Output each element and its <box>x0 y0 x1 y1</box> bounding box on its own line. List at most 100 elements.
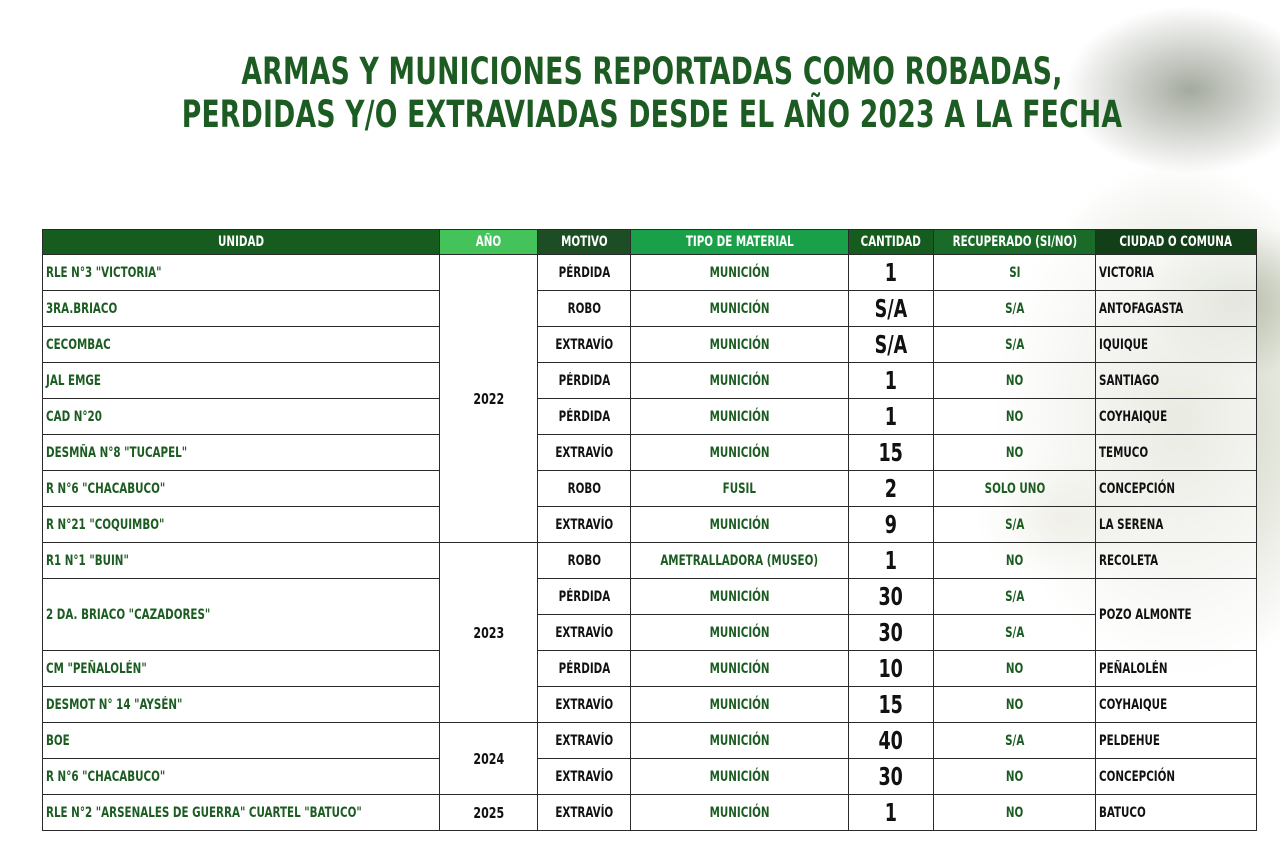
cell-year-2025: 2025 <box>439 794 538 831</box>
cell-tipo: MUNICIÓN <box>630 254 849 291</box>
cell-unidad: CAD N°20 <box>42 398 440 435</box>
table-row: DESMÑA N°8 "TUCAPEL" EXTRAVÍO MUNICIÓN 1… <box>42 434 1257 471</box>
cell-ciudad: TEMUCO <box>1095 434 1257 471</box>
cell-ciudad: IQUIQUE <box>1095 326 1257 363</box>
cell-motivo: ROBO <box>537 290 631 327</box>
cell-year-2023: 2023 <box>439 542 538 723</box>
cell-ciudad: LA SERENA <box>1095 506 1257 543</box>
header-anio: AÑO <box>439 229 538 255</box>
cell-cantidad: 30 <box>848 758 934 795</box>
cell-cantidad: 30 <box>848 578 934 615</box>
cell-year-2024: 2024 <box>439 722 538 795</box>
cell-tipo: MUNICIÓN <box>630 578 849 615</box>
cell-motivo: PÉRDIDA <box>537 578 631 615</box>
cell-motivo: EXTRAVÍO <box>537 686 631 723</box>
cell-ciudad: BATUCO <box>1095 794 1257 831</box>
cell-tipo: MUNICIÓN <box>630 650 849 687</box>
table-row: 3RA.BRIACO ROBO MUNICIÓN S/A S/A ANTOFAG… <box>42 290 1257 327</box>
cell-recuperado: SOLO UNO <box>933 470 1096 507</box>
cell-unidad: CECOMBAC <box>42 326 440 363</box>
cell-tipo: MUNICIÓN <box>630 326 849 363</box>
cell-unidad: R N°6 "CHACABUCO" <box>42 758 440 795</box>
cell-recuperado: NO <box>933 542 1096 579</box>
table-row: R N°6 "CHACABUCO" EXTRAVÍO MUNICIÓN 30 N… <box>42 758 1257 795</box>
table-row: R N°6 "CHACABUCO" ROBO FUSIL 2 SOLO UNO … <box>42 470 1257 507</box>
cell-recuperado: NO <box>933 686 1096 723</box>
cell-recuperado: S/A <box>933 722 1096 759</box>
cell-cantidad: 30 <box>848 614 934 651</box>
table-row: EXTRAVÍO MUNICIÓN 30 S/A <box>43 614 1257 651</box>
cell-recuperado: S/A <box>933 506 1096 543</box>
cell-recuperado: NO <box>933 650 1096 687</box>
cell-tipo: MUNICIÓN <box>630 434 849 471</box>
table-row: R1 N°1 "BUIN" 2023 ROBO AMETRALLADORA (M… <box>42 542 1257 723</box>
cell-unidad: RLE N°2 "ARSENALES DE GUERRA" CUARTEL "B… <box>42 794 440 831</box>
cell-tipo: MUNICIÓN <box>630 506 849 543</box>
cell-cantidad: S/A <box>848 290 934 327</box>
cell-recuperado: SI <box>933 254 1096 291</box>
cell-tipo: MUNICIÓN <box>630 686 849 723</box>
title-line-2: PERDIDAS Y/O EXTRAVIADAS DESDE EL AÑO 20… <box>181 93 1123 136</box>
cell-ciudad: SANTIAGO <box>1095 362 1257 399</box>
cell-motivo: PÉRDIDA <box>537 254 631 291</box>
table-row: JAL EMGE PÉRDIDA MUNICIÓN 1 NO SANTIAGO <box>42 362 1257 399</box>
cell-recuperado: S/A <box>933 614 1096 651</box>
cell-tipo: MUNICIÓN <box>630 362 849 399</box>
table-row: DESMOT N° 14 "AYSÉN" EXTRAVÍO MUNICIÓN 1… <box>42 686 1257 723</box>
cell-ciudad: VICTORIA <box>1095 254 1257 291</box>
cell-motivo: EXTRAVÍO <box>537 722 631 759</box>
cell-recuperado: NO <box>933 434 1096 471</box>
cell-ciudad: ANTOFAGASTA <box>1095 290 1257 327</box>
cell-cantidad: 10 <box>848 650 934 687</box>
cell-tipo: FUSIL <box>630 470 849 507</box>
cell-ciudad: COYHAIQUE <box>1095 398 1257 435</box>
cell-unidad: R1 N°1 "BUIN" <box>42 542 440 579</box>
cell-recuperado: NO <box>933 362 1096 399</box>
cell-tipo: AMETRALLADORA (MUSEO) <box>630 542 849 579</box>
cell-unidad: DESMOT N° 14 "AYSÉN" <box>42 686 440 723</box>
cell-cantidad: 15 <box>848 434 934 471</box>
cell-ciudad: PEÑALOLÉN <box>1095 650 1257 687</box>
cell-motivo: EXTRAVÍO <box>537 506 631 543</box>
header-ciudad: CIUDAD O COMUNA <box>1095 229 1257 255</box>
weapons-table: UNIDAD AÑO MOTIVO TIPO DE MATERIAL CANTI… <box>42 229 1257 831</box>
cell-unidad: CM "PEÑALOLÉN" <box>42 650 440 687</box>
header-cantidad: CANTIDAD <box>848 229 934 255</box>
table-row: CM "PEÑALOLÉN" PÉRDIDA MUNICIÓN 10 NO PE… <box>42 650 1257 687</box>
cell-unidad: JAL EMGE <box>42 362 440 399</box>
cell-motivo: EXTRAVÍO <box>537 614 631 651</box>
header-motivo: MOTIVO <box>537 229 631 255</box>
cell-tipo: MUNICIÓN <box>630 722 849 759</box>
cell-unidad: 2 DA. BRIACO "CAZADORES" <box>42 578 440 651</box>
table-row: CAD N°20 PÉRDIDA MUNICIÓN 1 NO COYHAIQUE <box>42 398 1257 435</box>
title-line-1: ARMAS Y MUNICIONES REPORTADAS COMO ROBAD… <box>241 50 1063 93</box>
table-row: R N°21 "COQUIMBO" EXTRAVÍO MUNICIÓN 9 S/… <box>42 506 1257 543</box>
cell-cantidad: 2 <box>848 470 934 507</box>
table-row: 2 DA. BRIACO "CAZADORES" PÉRDIDA MUNICIÓ… <box>42 578 1257 651</box>
header-unidad: UNIDAD <box>42 229 440 255</box>
table-row: RLE N°3 "VICTORIA" 2022 PÉRDIDA MUNICIÓN… <box>42 254 1257 543</box>
cell-cantidad: 9 <box>848 506 934 543</box>
cell-year-2022: 2022 <box>439 254 538 543</box>
table-row: BOE 2024 EXTRAVÍO MUNICIÓN 40 S/A PELDEH… <box>42 722 1257 795</box>
cell-cantidad: 40 <box>848 722 934 759</box>
cell-cantidad: 1 <box>848 254 934 291</box>
cell-cantidad: 1 <box>848 398 934 435</box>
cell-motivo: ROBO <box>537 542 631 579</box>
cell-recuperado: S/A <box>933 326 1096 363</box>
table-row: RLE N°2 "ARSENALES DE GUERRA" CUARTEL "B… <box>42 794 1257 831</box>
cell-tipo: MUNICIÓN <box>630 398 849 435</box>
cell-recuperado: NO <box>933 398 1096 435</box>
cell-recuperado: S/A <box>933 578 1096 615</box>
cell-ciudad: CONCEPCIÓN <box>1095 470 1257 507</box>
cell-motivo: EXTRAVÍO <box>537 326 631 363</box>
cell-ciudad: PELDEHUE <box>1095 722 1257 759</box>
cell-motivo: EXTRAVÍO <box>537 758 631 795</box>
cell-cantidad: 1 <box>848 362 934 399</box>
cell-motivo: PÉRDIDA <box>537 362 631 399</box>
cell-unidad: DESMÑA N°8 "TUCAPEL" <box>42 434 440 471</box>
cell-unidad: BOE <box>42 722 440 759</box>
cell-motivo: PÉRDIDA <box>537 398 631 435</box>
cell-unidad: R N°6 "CHACABUCO" <box>42 470 440 507</box>
cell-cantidad: 1 <box>848 794 934 831</box>
